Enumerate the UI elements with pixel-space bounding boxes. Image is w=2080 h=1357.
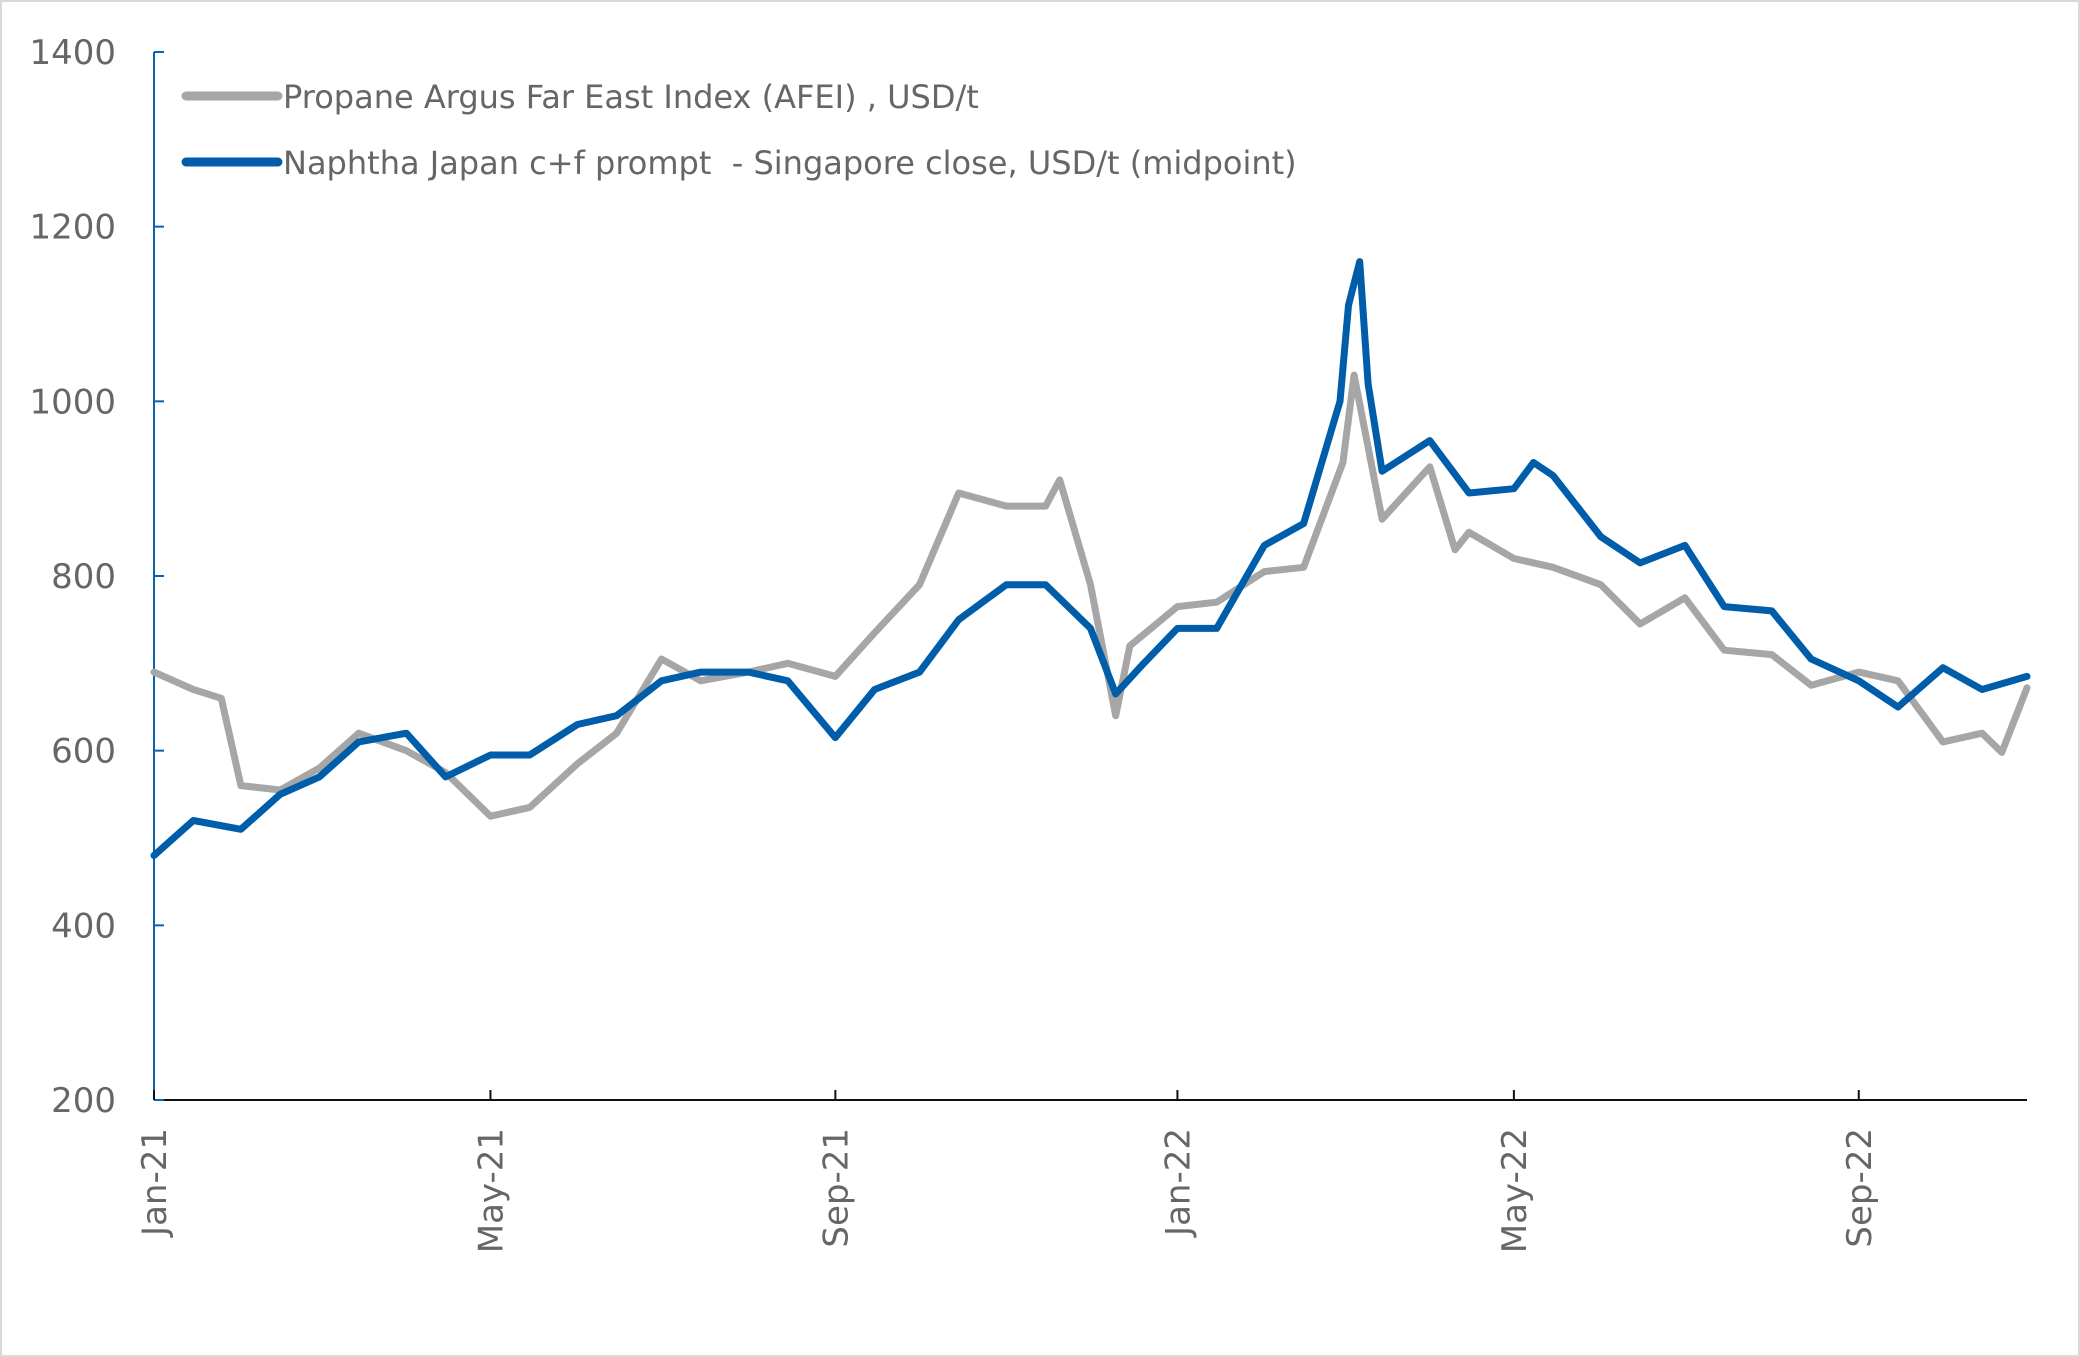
x-tick-label: Sep-21 [816, 1128, 856, 1248]
y-tick-label: 600 [51, 732, 116, 772]
y-tick-label: 200 [51, 1081, 116, 1121]
axes: 200 400 600 800 1000 1200 1400 Jan-21 May-21 Sep-… [29, 33, 2027, 1253]
x-tick-label: Jan-21 [135, 1128, 175, 1238]
y-tick-label: 400 [51, 906, 116, 946]
legend: Propane Argus Far East Index (AFEI) , US… [181, 78, 1297, 182]
series-lines [150, 258, 2031, 859]
x-tick-label: May-21 [471, 1128, 511, 1253]
series-line-propane [150, 371, 2031, 820]
x-tick-label: Sep-22 [1840, 1128, 1880, 1248]
series-line-naphtha [150, 258, 2031, 859]
x-tick-label: Jan-22 [1158, 1128, 1198, 1238]
y-tick-label: 1200 [29, 208, 116, 248]
y-tick-label: 1400 [29, 33, 116, 73]
y-tick-label: 800 [51, 557, 116, 597]
legend-label-naphtha: Naphtha Japan c+f prompt - Singapore clo… [283, 144, 1297, 182]
legend-label-propane: Propane Argus Far East Index (AFEI) , US… [283, 78, 979, 116]
x-tick-label: May-22 [1495, 1128, 1535, 1253]
y-tick-label: 1000 [29, 382, 116, 422]
